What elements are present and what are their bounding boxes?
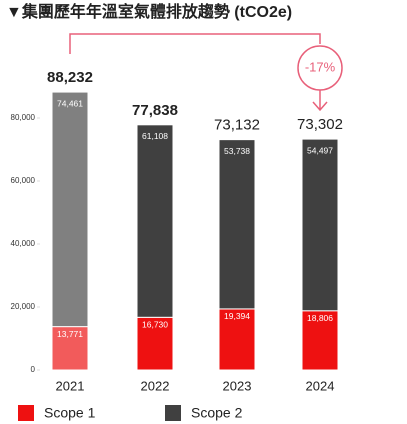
- total-label: 73,302: [297, 116, 343, 133]
- bar-segment: [218, 139, 256, 310]
- y-tick-label: 20,000: [11, 302, 36, 311]
- value-label: 74,461: [57, 98, 83, 108]
- bar-segment: [301, 138, 339, 312]
- chart-title: ▼集團歷年年溫室氣體排放趨勢 (tCO2e): [6, 2, 292, 21]
- total-label: 73,132: [214, 117, 260, 134]
- value-label: 16,730: [142, 320, 168, 330]
- x-tick-label: 2023: [223, 378, 252, 393]
- value-label: 54,497: [307, 145, 333, 155]
- value-label: 18,806: [307, 313, 333, 323]
- bar-segment: [51, 326, 89, 371]
- value-label: 53,738: [224, 146, 250, 156]
- bar-segment: [136, 316, 174, 371]
- y-tick-label: 60,000: [11, 176, 36, 185]
- total-label: 77,838: [132, 102, 178, 119]
- value-label: 19,394: [224, 311, 250, 321]
- x-tick-label: 2024: [306, 378, 335, 393]
- legend-label: Scope 1: [44, 405, 96, 421]
- bar-segment: [51, 91, 89, 328]
- x-tick-label: 2021: [56, 378, 85, 393]
- bar-segment: [136, 124, 174, 318]
- x-tick-label: 2022: [141, 378, 170, 393]
- arrow: [312, 90, 328, 112]
- legend-swatch: [18, 405, 34, 421]
- value-label: 13,771: [57, 329, 83, 339]
- y-tick-label: 40,000: [11, 239, 36, 248]
- legend-swatch: [165, 405, 181, 421]
- annotation: -17%: [305, 59, 336, 74]
- bracket: [69, 33, 321, 54]
- y-tick-label: 0: [31, 365, 36, 374]
- value-label: 61,108: [142, 131, 168, 141]
- legend-label: Scope 2: [191, 405, 243, 421]
- y-tick-label: 80,000: [11, 113, 36, 122]
- bar-segment: [218, 308, 256, 371]
- total-label: 88,232: [47, 69, 93, 86]
